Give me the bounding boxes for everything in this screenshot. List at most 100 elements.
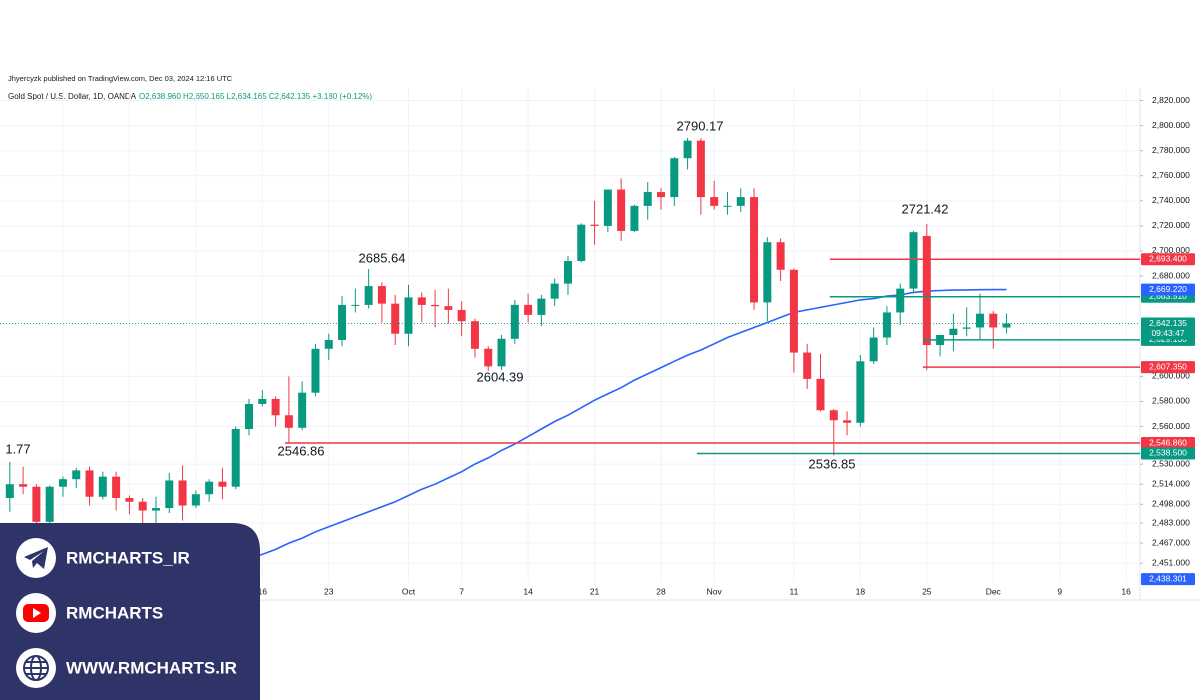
candle-body — [5, 484, 14, 498]
candle-body — [524, 304, 533, 315]
panel-bg — [0, 523, 260, 700]
price-tag — [1141, 573, 1195, 586]
candle-body — [670, 158, 679, 198]
candle-body — [789, 269, 798, 353]
candle-body — [351, 304, 360, 306]
y-tick-label: 2,700.000 — [1152, 245, 1190, 255]
candle-body — [896, 288, 905, 313]
telegram-glyph — [24, 547, 48, 569]
candle-body — [404, 297, 413, 334]
annotation: 2790.17 — [677, 118, 724, 133]
candle-body — [882, 312, 891, 338]
y-tick-label: 2,580.000 — [1152, 396, 1190, 406]
x-tick-label: 21 — [590, 586, 600, 596]
annotation: 2604.39 — [477, 369, 524, 384]
candle-body — [949, 328, 958, 335]
candle-body — [338, 304, 347, 341]
candle-body — [975, 313, 984, 328]
candle-body — [683, 140, 692, 159]
candle-body — [245, 403, 254, 430]
candle-body — [510, 304, 519, 339]
level-label: 2,538.500 — [1149, 448, 1187, 458]
price-tag-label: 2,669.220 — [1149, 284, 1187, 294]
candle-body — [736, 197, 745, 206]
candle-body — [324, 340, 333, 349]
candle-body — [218, 481, 227, 487]
candle-body — [484, 348, 493, 367]
annotation: 2536.85 — [809, 456, 856, 471]
candle-body — [205, 481, 214, 495]
x-tick-label: Dec — [986, 586, 1002, 596]
candle-body — [843, 420, 852, 423]
countdown: 09:43:47 — [1151, 328, 1184, 338]
y-tick-label: 2,720.000 — [1152, 220, 1190, 230]
y-tick-label: 2,800.000 — [1152, 120, 1190, 130]
price-tag — [1141, 283, 1195, 296]
candle-body — [590, 224, 599, 226]
candle-body — [391, 303, 400, 334]
candle-body — [298, 392, 307, 428]
candle-body — [816, 378, 825, 411]
globe-glyph — [23, 655, 49, 681]
y-tick-label: 2,530.000 — [1152, 458, 1190, 468]
candle-body — [856, 361, 865, 423]
x-tick-label: Oct — [402, 586, 416, 596]
candle-body — [750, 197, 759, 303]
x-tick-label: 14 — [523, 586, 533, 596]
x-tick-label: Nov — [707, 586, 723, 596]
x-tick-label: 9 — [1057, 586, 1062, 596]
candle-body — [165, 480, 174, 509]
candle-body — [258, 398, 267, 404]
candle-body — [603, 189, 612, 226]
candle-body — [138, 501, 147, 511]
candle-body — [577, 224, 586, 262]
candle-body — [191, 494, 200, 506]
candle-body — [231, 429, 240, 487]
candle-body — [763, 242, 772, 303]
candle-body — [710, 197, 719, 206]
candle-body — [497, 338, 506, 367]
candle-body — [19, 484, 28, 487]
y-tick-label: 2,740.000 — [1152, 195, 1190, 205]
x-tick-label: 11 — [789, 586, 798, 596]
candle-body — [311, 348, 320, 393]
author-line: Jhyercyzk published on TradingView.com, … — [8, 74, 233, 83]
candle-body — [151, 508, 160, 511]
candle-body — [470, 321, 479, 349]
moving-average — [195, 288, 1007, 578]
y-tick-label: 2,483.000 — [1152, 517, 1190, 527]
candle-body — [922, 235, 931, 346]
level-label: 2,546.860 — [1149, 437, 1187, 447]
youtube-handle: RMCHARTS — [66, 603, 163, 622]
x-tick-label: 16 — [1121, 586, 1131, 596]
x-tick-label: 18 — [856, 586, 866, 596]
social-panel: RMCHARTS_IR RMCHARTS WWW.RMCHARTS.IR — [0, 523, 260, 700]
x-tick-label: 25 — [922, 586, 932, 596]
annotation: 1.77 — [5, 441, 30, 456]
candle-body — [563, 261, 572, 284]
level-label: 2,663.510 — [1149, 291, 1187, 301]
price-tag — [1141, 437, 1195, 450]
website: WWW.RMCHARTS.IR — [66, 658, 237, 677]
candle-body — [444, 306, 453, 310]
annotation: 2685.64 — [359, 250, 406, 265]
price-tag-label: 2,642.135 — [1149, 318, 1187, 328]
candle-body — [1002, 323, 1011, 328]
candle-body — [829, 410, 838, 421]
candle-body — [909, 232, 918, 289]
candle-body — [98, 476, 107, 497]
candle-body — [657, 192, 666, 198]
y-tick-label: 2,498.000 — [1152, 499, 1190, 509]
price-tag — [1141, 317, 1195, 340]
candle-body — [178, 480, 187, 506]
level-label: 2,693.400 — [1149, 254, 1187, 264]
candle-body — [550, 283, 559, 299]
price-tag — [1141, 253, 1195, 266]
candle-body — [417, 297, 426, 305]
candle-body — [617, 189, 626, 231]
x-tick-label: 16 — [258, 586, 268, 596]
telegram-handle: RMCHARTS_IR — [66, 548, 190, 567]
annotation: 2546.86 — [278, 443, 325, 458]
price-tag — [1141, 447, 1195, 460]
